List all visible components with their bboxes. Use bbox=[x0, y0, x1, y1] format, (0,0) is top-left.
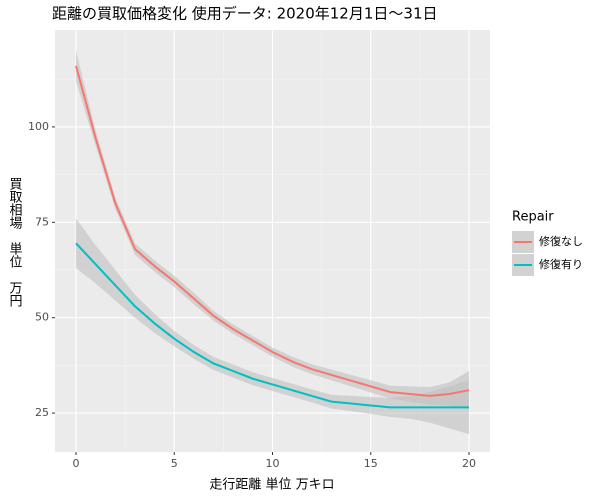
legend-title: Repair bbox=[512, 210, 554, 225]
y-tick-label: 75 bbox=[35, 215, 49, 228]
legend-label: 修復なし bbox=[539, 234, 583, 248]
x-axis-title: 走行距離 単位 万キロ bbox=[209, 477, 334, 493]
chart-title: 距離の買取価格変化 使用データ: 2020年12月1日～31日 bbox=[52, 5, 437, 23]
x-tick-label: 20 bbox=[462, 457, 476, 470]
series-line bbox=[75, 65, 470, 397]
x-tick-label: 15 bbox=[364, 457, 378, 470]
legend-label: 修復有り bbox=[539, 257, 583, 271]
x-tick-label: 0 bbox=[73, 457, 80, 470]
x-tick-label: 5 bbox=[171, 457, 178, 470]
confidence-band bbox=[76, 218, 469, 435]
x-tick-label: 10 bbox=[266, 457, 280, 470]
y-axis-title: 買取相場 単位 万円 bbox=[7, 177, 23, 307]
y-tick-label: 50 bbox=[35, 311, 49, 324]
y-tick-label: 25 bbox=[35, 406, 49, 419]
series-line bbox=[75, 242, 469, 409]
y-tick-label: 100 bbox=[28, 120, 49, 133]
